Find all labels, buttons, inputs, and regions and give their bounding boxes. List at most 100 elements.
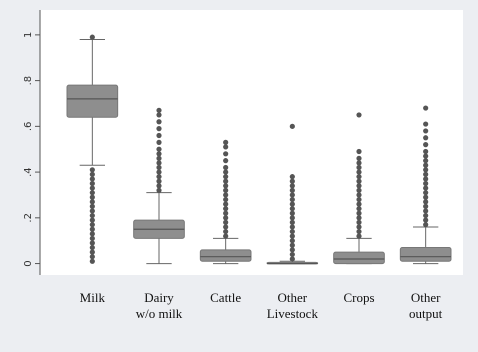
outlier — [289, 196, 295, 203]
outlier — [223, 144, 229, 150]
outlier — [423, 176, 429, 182]
outlier — [223, 169, 229, 175]
outlier — [89, 258, 95, 264]
outlier — [223, 151, 229, 157]
outlier — [289, 192, 295, 198]
outlier — [289, 251, 295, 258]
outlier — [289, 219, 295, 225]
outlier — [423, 217, 429, 223]
outlier — [156, 169, 162, 175]
outlier — [423, 148, 429, 155]
x-tick-label: Other output — [409, 290, 443, 321]
outlier — [89, 240, 95, 246]
outlier — [289, 210, 295, 216]
outlier — [89, 167, 95, 173]
outlier — [423, 128, 429, 134]
outlier — [356, 169, 362, 175]
outlier — [356, 210, 362, 216]
outlier — [89, 249, 95, 255]
outlier — [89, 171, 95, 177]
outlier — [423, 180, 429, 187]
outlier — [423, 162, 429, 168]
outlier — [89, 203, 95, 209]
y-tick-label: .2 — [23, 213, 34, 223]
box — [66, 84, 119, 118]
outlier — [89, 34, 95, 40]
outlier — [89, 190, 95, 196]
outlier — [156, 132, 162, 139]
outlier — [223, 178, 229, 184]
outlier — [423, 190, 429, 196]
y-tick-label: .4 — [23, 167, 34, 177]
outlier — [356, 224, 362, 230]
outlier — [289, 123, 295, 129]
outlier — [356, 183, 362, 189]
outlier — [289, 178, 295, 184]
outlier — [156, 164, 162, 171]
outlier — [289, 256, 295, 262]
outlier — [289, 228, 295, 235]
outlier — [289, 174, 295, 180]
outlier — [423, 185, 429, 191]
outlier — [156, 155, 162, 161]
outlier — [289, 224, 295, 230]
outlier — [89, 222, 95, 228]
outlier — [89, 235, 95, 242]
box — [199, 249, 252, 262]
outlier — [156, 178, 162, 184]
outlier — [423, 212, 429, 219]
outlier — [89, 226, 95, 232]
x-tick-label: Milk — [79, 290, 105, 305]
outlier — [289, 187, 295, 193]
outlier — [289, 242, 295, 248]
outlier — [356, 219, 362, 225]
outlier — [423, 142, 429, 148]
outlier — [89, 217, 95, 223]
outlier — [89, 231, 95, 237]
outlier — [356, 187, 362, 193]
outlier — [89, 199, 95, 205]
outlier — [356, 206, 362, 212]
outlier — [423, 203, 429, 209]
outlier — [356, 164, 362, 171]
outlier — [423, 194, 429, 200]
outlier — [356, 228, 362, 235]
outlier — [223, 192, 229, 198]
outlier — [156, 146, 162, 152]
x-tick-label: Dairy w/o milk — [135, 290, 183, 321]
outlier — [89, 208, 95, 214]
outlier — [423, 208, 429, 214]
outlier — [223, 164, 229, 171]
outlier — [223, 139, 229, 145]
outlier — [356, 174, 362, 180]
outlier — [156, 119, 162, 125]
outlier — [356, 178, 362, 184]
outlier — [223, 219, 229, 225]
outlier — [223, 158, 229, 164]
outlier — [423, 135, 429, 141]
outlier — [423, 222, 429, 228]
outlier — [289, 238, 295, 244]
outlier — [89, 176, 95, 182]
outlier — [356, 192, 362, 198]
outlier — [223, 224, 229, 230]
outlier — [356, 148, 362, 155]
outlier — [223, 174, 229, 180]
outlier — [423, 121, 429, 127]
outlier — [156, 107, 162, 113]
outlier — [89, 254, 95, 260]
outlier — [223, 201, 229, 207]
y-tick-label: 1 — [23, 32, 34, 38]
outlier — [156, 174, 162, 180]
outlier — [223, 187, 229, 193]
outlier — [89, 185, 95, 191]
outlier — [289, 215, 295, 221]
box — [399, 247, 452, 262]
outlier — [423, 105, 429, 111]
outlier — [223, 215, 229, 221]
box — [333, 251, 385, 265]
outlier — [423, 158, 429, 164]
outlier — [423, 199, 429, 205]
outlier — [89, 212, 95, 219]
